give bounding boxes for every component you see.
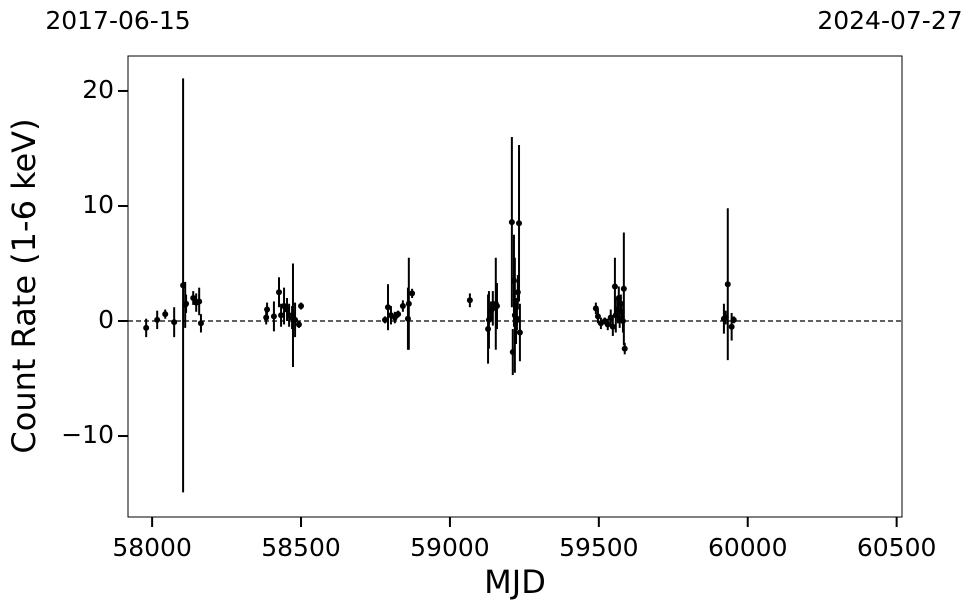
x-tick-label: 60500 xyxy=(857,533,937,562)
data-point xyxy=(609,323,616,330)
data-point xyxy=(730,316,737,323)
x-tick-label: 58000 xyxy=(112,533,192,562)
data-point xyxy=(278,312,285,319)
data-point xyxy=(513,315,520,322)
data-point xyxy=(183,300,190,307)
x-axis-label: MJD xyxy=(484,563,546,601)
data-point xyxy=(611,283,618,290)
top-date-label: 2017-06-15 xyxy=(45,6,190,35)
data-point xyxy=(409,290,416,297)
data-point xyxy=(516,220,523,227)
data-point xyxy=(384,304,391,311)
data-point xyxy=(197,320,204,327)
y-tick-label: 20 xyxy=(82,75,114,104)
y-axis-label: Count Rate (1-6 keV) xyxy=(5,118,43,453)
data-point xyxy=(196,298,203,305)
data-point xyxy=(275,289,282,296)
data-point xyxy=(264,306,271,313)
data-point xyxy=(604,321,611,328)
data-point xyxy=(620,285,627,292)
data-point xyxy=(143,324,150,331)
data-point xyxy=(270,313,277,320)
data-point xyxy=(292,316,299,323)
data-point xyxy=(594,313,601,320)
data-point xyxy=(171,319,178,326)
data-point xyxy=(621,345,628,352)
y-tick-label: 10 xyxy=(82,190,114,219)
x-tick-label: 59000 xyxy=(410,533,490,562)
data-point xyxy=(516,329,523,336)
data-point xyxy=(405,300,412,307)
data-point xyxy=(493,303,500,310)
data-point xyxy=(162,311,169,318)
data-point xyxy=(382,316,389,323)
y-tick-label: 0 xyxy=(98,305,114,334)
x-tick-label: 60000 xyxy=(708,533,788,562)
top-date-label: 2024-07-27 xyxy=(817,6,962,35)
data-point xyxy=(724,281,731,288)
data-point xyxy=(399,303,406,310)
plot-frame xyxy=(127,55,903,518)
data-point xyxy=(508,219,515,226)
data-point xyxy=(298,303,305,310)
data-point xyxy=(295,321,302,328)
x-tick-label: 59500 xyxy=(559,533,639,562)
data-point xyxy=(154,316,161,323)
data-point xyxy=(395,311,402,318)
data-point xyxy=(190,295,197,302)
x-tick-label: 58500 xyxy=(261,533,341,562)
data-point xyxy=(466,297,473,304)
data-point xyxy=(728,323,735,330)
y-tick-label: −10 xyxy=(61,420,114,449)
